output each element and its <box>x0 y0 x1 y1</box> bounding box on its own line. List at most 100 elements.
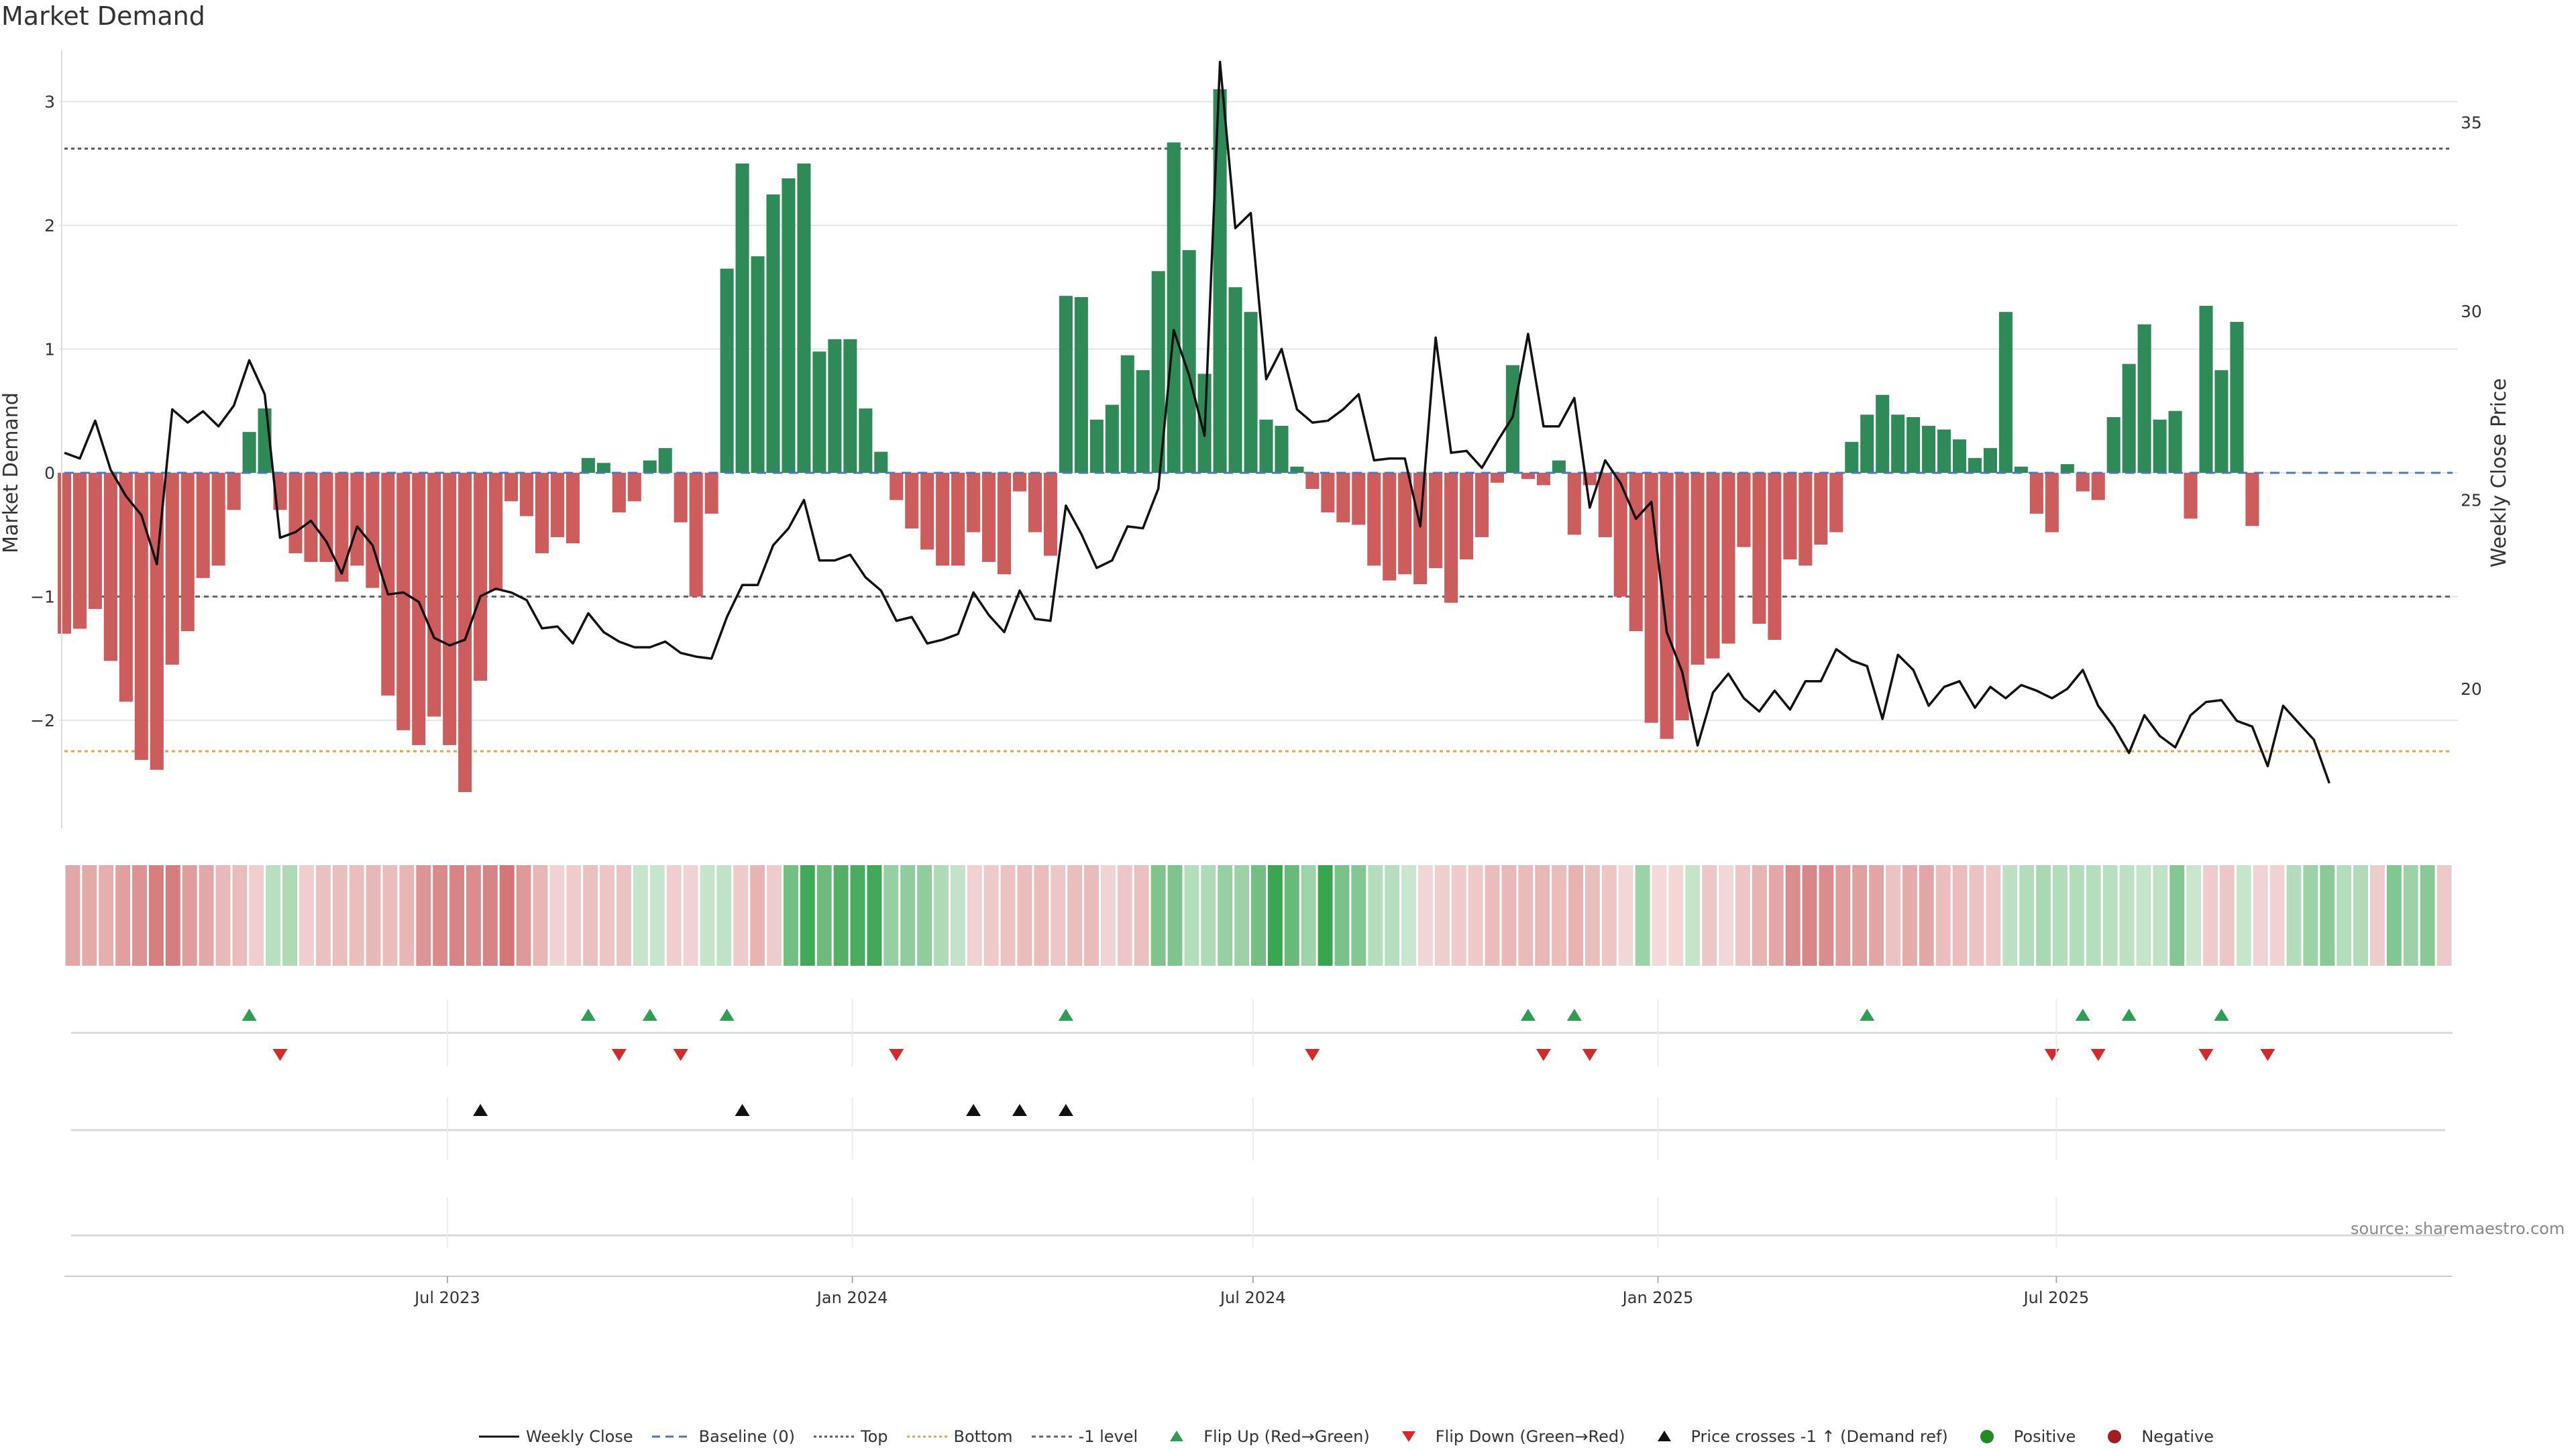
demand-bar <box>396 473 411 730</box>
heat-cell <box>649 865 665 966</box>
heat-cell <box>416 865 431 966</box>
heat-cell <box>1802 865 1817 966</box>
flip-up-marker <box>1520 1009 1536 1021</box>
heat-cell <box>332 865 347 966</box>
legend-label: Baseline (0) <box>698 1427 796 1446</box>
demand-bar <box>612 473 626 513</box>
heat-cell <box>967 865 982 966</box>
heat-cell <box>2420 865 2435 966</box>
heat-cell <box>733 865 749 966</box>
demand-bar <box>1305 473 1320 489</box>
heat-cell <box>366 865 381 966</box>
flip-up-marker <box>1058 1009 1073 1021</box>
heat-cell <box>449 865 464 966</box>
demand-bar <box>720 268 734 473</box>
legend-label: Flip Up (Red→Green) <box>1203 1427 1370 1446</box>
demand-bar <box>920 473 934 550</box>
heat-cell <box>1000 865 1016 966</box>
demand-bar <box>412 473 426 745</box>
triangle-up-icon <box>1170 1431 1184 1441</box>
heat-cell <box>566 865 582 966</box>
heat-cell <box>1585 865 1600 966</box>
demand-bar <box>874 451 888 473</box>
demand-bar <box>627 473 641 502</box>
demand-bar <box>1675 473 1689 720</box>
demand-bar <box>1860 414 1874 473</box>
heat-cell <box>783 865 798 966</box>
heat-cell <box>767 865 782 966</box>
solid-line-icon <box>479 1435 519 1438</box>
demand-bar <box>1105 404 1119 473</box>
legend-item: Bottom <box>906 1427 1013 1447</box>
demand-bar <box>658 448 672 473</box>
demand-bar <box>1352 473 1366 525</box>
heat-cell <box>1986 865 2001 966</box>
demand-bar <box>1783 473 1797 560</box>
flip-up-marker <box>580 1009 596 1021</box>
demand-bar <box>458 473 472 793</box>
heat-cell <box>2153 865 2168 966</box>
demand-bar <box>150 473 164 770</box>
heat-cell <box>349 865 364 966</box>
heat-cell <box>1969 865 1984 966</box>
heat-cell <box>1418 865 1433 966</box>
demand-bar <box>335 473 349 582</box>
legend-label: Weekly Close <box>526 1427 633 1446</box>
demand-bar <box>828 339 842 473</box>
heat-cell <box>99 865 114 966</box>
heat-cell <box>2086 865 2101 966</box>
price-cross-markers <box>71 1104 2445 1237</box>
heat-cell <box>2370 865 2385 966</box>
legend-item: Weekly Close <box>478 1427 633 1447</box>
y-tick-label: 1 <box>44 340 55 359</box>
heat-cell <box>1084 865 1099 966</box>
x-tick-label: Jul 2025 <box>2023 1288 2090 1307</box>
demand-bar <box>1983 448 1997 473</box>
demand-bar <box>1259 419 1273 473</box>
demand-bar <box>1613 473 1627 597</box>
demand-bar <box>2199 305 2213 473</box>
demand-bar <box>1660 473 1674 739</box>
demand-bar <box>643 460 657 473</box>
heat-cell <box>1034 865 1049 966</box>
y-tick-label: 2 <box>44 216 55 235</box>
heat-cell <box>282 865 298 966</box>
heat-cell <box>1835 865 1851 966</box>
heat-cell <box>1017 865 1032 966</box>
demand-bar <box>936 473 950 566</box>
heat-cell <box>883 865 899 966</box>
heat-cell <box>232 865 248 966</box>
demand-bar <box>1552 460 1566 473</box>
demand-bar <box>520 473 534 516</box>
demand-bar <box>119 473 133 702</box>
demand-bar <box>88 473 102 609</box>
demand-bar <box>1521 473 1535 480</box>
heat-cell <box>1117 865 1132 966</box>
heat-cell <box>666 865 682 966</box>
heat-cell <box>132 865 147 966</box>
legend-item: Flip Down (Green→Red) <box>1387 1427 1625 1447</box>
heat-cell <box>466 865 481 966</box>
heat-cell <box>1668 865 1684 966</box>
demand-bar <box>72 473 87 629</box>
flip-down-marker <box>1536 1049 1551 1061</box>
heat-cell <box>1785 865 1801 966</box>
demand-bar <box>1336 473 1350 522</box>
chart-title: Market Demand <box>1 1 205 31</box>
demand-bar <box>1536 473 1550 486</box>
x-axis: Jul 2023 Jan 2024 Jul 2024 Jan 2025 Jul 2025 <box>64 999 2453 1307</box>
demand-bar <box>1167 142 1181 473</box>
legend-label: Bottom <box>953 1427 1013 1446</box>
heat-cell <box>1735 865 1750 966</box>
demand-bar <box>1398 473 1412 575</box>
heat-cell <box>399 865 415 966</box>
demand-bar <box>2045 473 2059 533</box>
demand-bar <box>751 256 765 473</box>
flip-up-marker <box>241 1009 257 1021</box>
demand-bar <box>1213 89 1227 473</box>
heat-cell <box>1318 865 1333 966</box>
demand-bar <box>504 473 519 502</box>
demand-bar <box>1922 425 1936 473</box>
legend-item: Price crosses -1 ↑ (Demand ref) <box>1643 1427 1948 1447</box>
